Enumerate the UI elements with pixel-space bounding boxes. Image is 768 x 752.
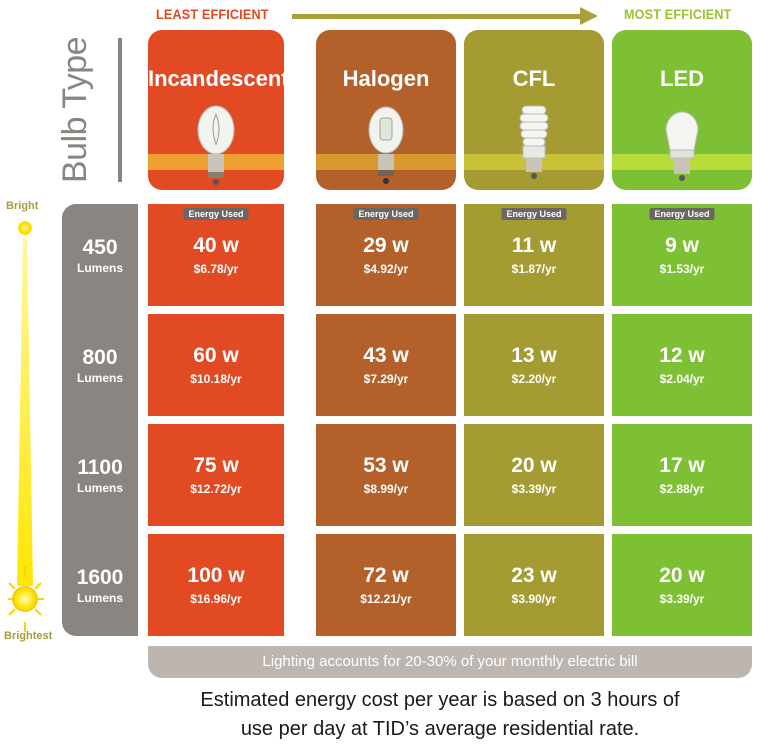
efficiency-arrow-line [292,14,582,19]
cost-note-line-2: use per day at TID’s average residential… [240,718,640,740]
most-efficient-label: MOST EFFICIENT [624,6,732,22]
watts-value: 12 w [659,344,705,367]
annual-cost-value: $2.04/yr [659,372,705,386]
watts-value: 29 w [363,234,409,257]
watts-value: 75 w [193,454,239,477]
annual-cost-value: $6.78/yr [193,262,239,276]
annual-cost-value: $2.88/yr [659,482,705,496]
watts-value: 43 w [363,344,409,367]
lumens-unit: Lumens [76,481,123,495]
energy-cell: 17 w $2.88/yr [612,424,752,526]
lumens-unit: Lumens [76,371,123,385]
energy-cell: Energy Used 29 w $4.92/yr [316,204,456,306]
energy-cell: 20 w $3.39/yr [464,424,604,526]
lumens-label: 1600 Lumens [62,566,138,605]
energy-cell: Energy Used 9 w $1.53/yr [612,204,752,306]
energy-cell: 100 w $16.96/yr [148,534,284,636]
cost-note-line-1: Estimated energy cost per year is based … [200,689,680,711]
annual-cost-value: $2.20/yr [511,372,557,386]
efficiency-arrow-icon [580,7,598,25]
annual-cost-value: $10.18/yr [190,372,242,386]
watts-value: 53 w [363,454,409,477]
watts-value: 20 w [511,454,557,477]
watts-value: 40 w [193,234,239,257]
lumens-label: 1100 Lumens [62,456,138,495]
cfl-bulb-icon [514,102,554,190]
annual-cost-value: $7.29/yr [363,372,409,386]
energy-cell: 60 w $10.18/yr [148,314,284,416]
lumens-value: 1600 [76,566,124,589]
bulb-type-label: Bulb Type [56,36,94,183]
incandescent-bulb-icon [196,102,236,190]
watts-value: 23 w [511,564,557,587]
annual-cost-value: $1.87/yr [511,262,557,276]
watts-value: 60 w [193,344,239,367]
bulb-card-name: LED [660,66,704,91]
energy-cell: 23 w $3.90/yr [464,534,604,636]
energy-cell: 12 w $2.04/yr [612,314,752,416]
energy-cell: 13 w $2.20/yr [464,314,604,416]
lumens-value: 450 [82,236,118,259]
bulb-card-name: CFL [512,66,556,91]
lumens-unit: Lumens [76,261,123,275]
lumens-value: 1100 [77,456,123,479]
lumens-unit: Lumens [76,591,123,605]
energy-used-tag: Energy Used [353,208,419,220]
bulb-card-halogen: Halogen [316,30,456,190]
lumens-label: 450 Lumens [62,236,138,275]
led-bulb-icon [662,102,702,190]
watts-value: 17 w [659,454,705,477]
watts-value: 11 w [511,234,557,257]
bulb-card-led: LED [612,30,752,190]
watts-value: 100 w [187,564,245,587]
energy-cell: 53 w $8.99/yr [316,424,456,526]
halogen-bulb-icon [366,102,406,190]
watts-value: 9 w [665,234,699,257]
energy-cell: 20 w $3.39/yr [612,534,752,636]
lumens-value: 800 [82,346,118,369]
cost-note: Estimated energy cost per year is based … [130,686,750,744]
bulb-card-name: Halogen [342,66,430,91]
annual-cost-value: $16.96/yr [190,592,242,606]
energy-cell: 72 w $12.21/yr [316,534,456,636]
energy-cell: 75 w $12.72/yr [148,424,284,526]
bulb-type-divider [118,38,122,182]
brightness-scale-icon [8,221,44,632]
annual-cost-value: $3.39/yr [659,592,705,606]
lumens-panel [62,204,138,636]
brightest-label: Brightest [4,630,53,642]
annual-cost-value: $3.90/yr [511,592,557,606]
annual-cost-value: $1.53/yr [659,262,705,276]
least-efficient-label: LEAST EFFICIENT [156,6,269,22]
energy-cell: 43 w $7.29/yr [316,314,456,416]
watts-value: 72 w [363,564,409,587]
annual-cost-value: $12.21/yr [360,592,412,606]
energy-cell: Energy Used 11 w $1.87/yr [464,204,604,306]
annual-cost-value: $12.72/yr [190,482,242,496]
annual-cost-value: $8.99/yr [363,482,409,496]
footer-bar: Lighting accounts for 20-30% of your mon… [148,646,752,678]
energy-used-tag: Energy Used [649,208,715,220]
annual-cost-value: $4.92/yr [363,262,409,276]
energy-used-tag: Energy Used [501,208,567,220]
bulb-card-name: Incandescent [148,66,284,91]
watts-value: 20 w [659,564,705,587]
bulb-card-cfl: CFL [464,30,604,190]
energy-used-tag: Energy Used [183,208,249,220]
watts-value: 13 w [511,344,557,367]
lumens-label: 800 Lumens [62,346,138,385]
energy-cell: Energy Used 40 w $6.78/yr [148,204,284,306]
annual-cost-value: $3.39/yr [511,482,557,496]
bulb-card-incandescent: Incandescent [148,30,284,190]
bright-label: Bright [6,200,39,212]
